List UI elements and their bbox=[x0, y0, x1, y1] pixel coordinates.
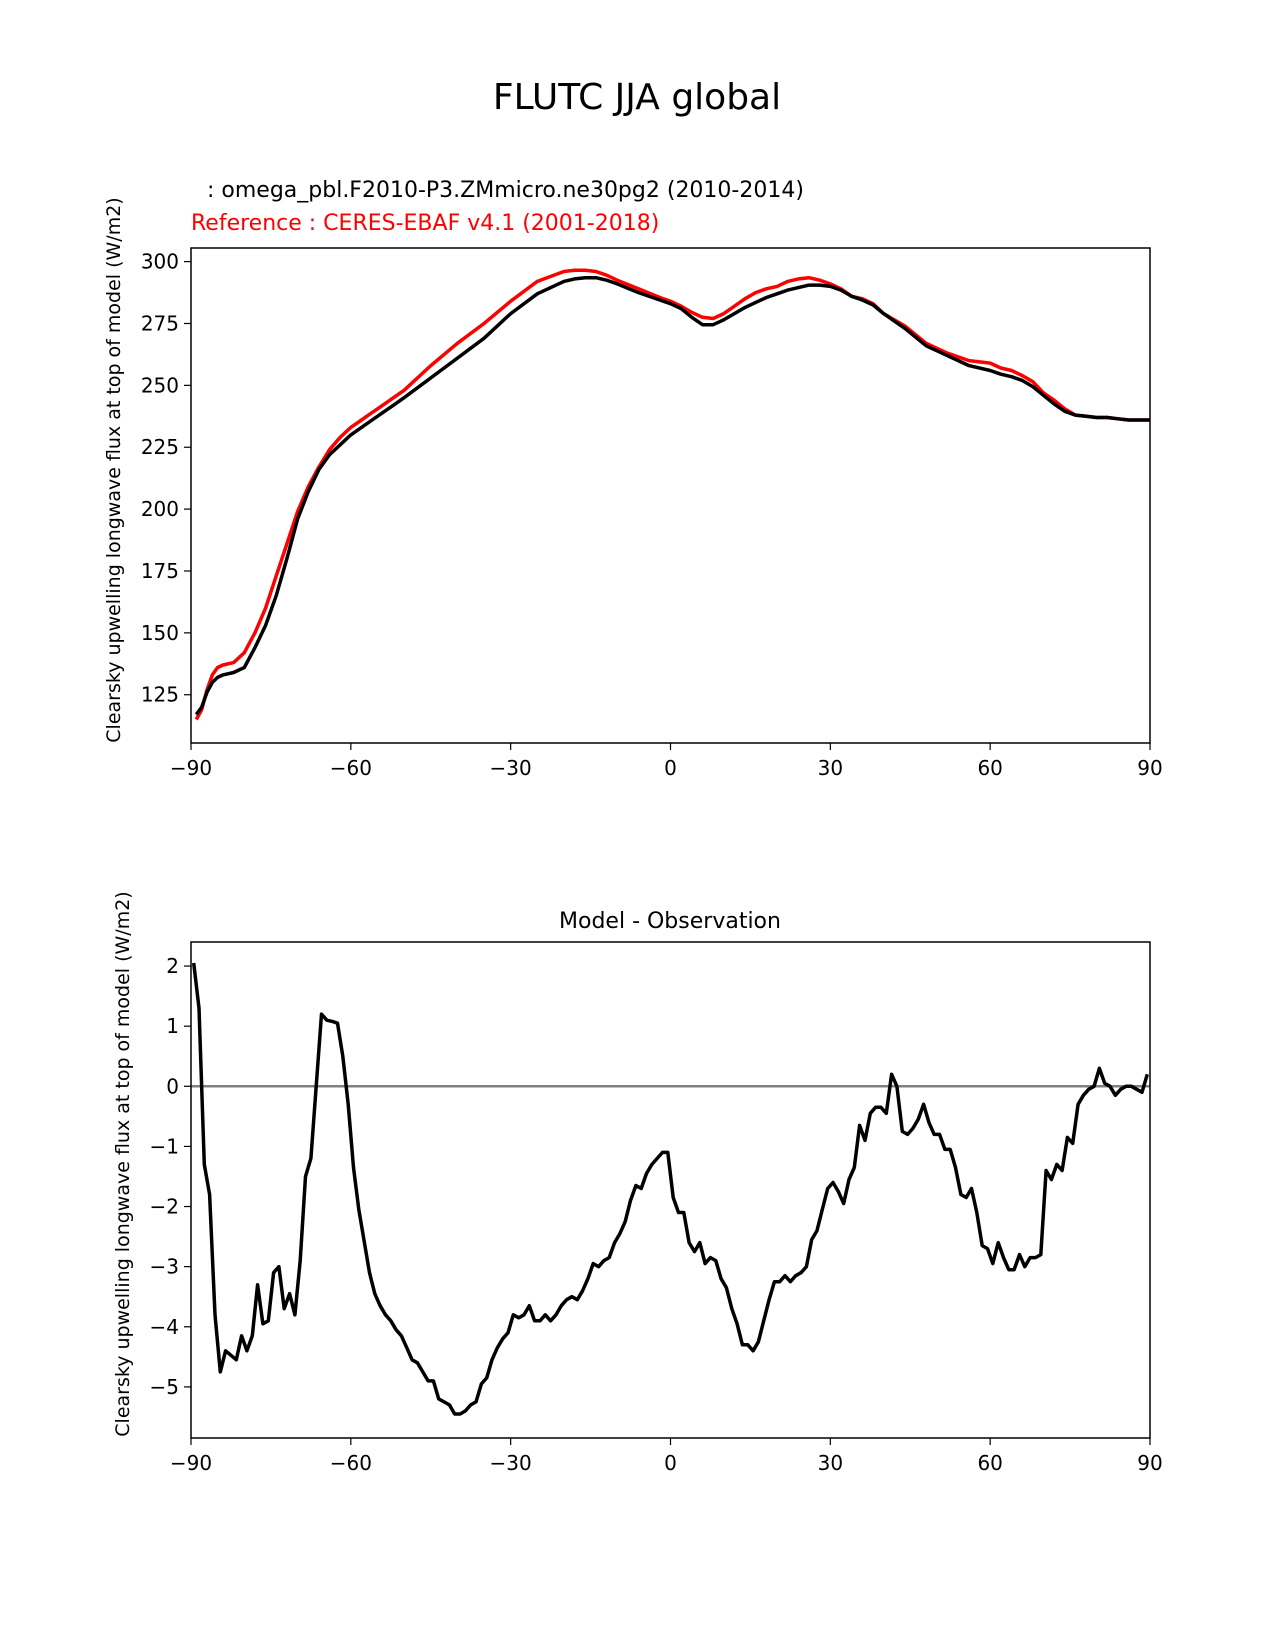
top-y-axis-label: Clearsky upwelling longwave flux at top … bbox=[103, 197, 125, 742]
top-x-tick-label: 30 bbox=[818, 756, 843, 780]
top-series-group bbox=[194, 268, 1150, 721]
top-y-tick-label: 150 bbox=[141, 621, 179, 645]
bottom-y-tick-label: 0 bbox=[166, 1074, 179, 1098]
bottom-title: Model - Observation bbox=[559, 909, 781, 934]
top-y-tick-label: 125 bbox=[141, 683, 179, 707]
top-y-tick-label: 200 bbox=[141, 497, 179, 521]
top-x-tick-label: −60 bbox=[330, 756, 372, 780]
top-plot-frame bbox=[190, 247, 1151, 744]
top-y-tick-label: 275 bbox=[141, 311, 179, 335]
top-x-tick-label: 60 bbox=[977, 756, 1002, 780]
bottom-plot-frame bbox=[190, 941, 1151, 1439]
bottom-y-tick-label: 1 bbox=[166, 1014, 179, 1038]
bottom-y-tick-label: −1 bbox=[150, 1134, 179, 1158]
top-series-reference-line bbox=[194, 268, 1150, 721]
bottom-x-tick-label: 90 bbox=[1137, 1451, 1162, 1475]
top-x-tick-label: −90 bbox=[170, 756, 212, 780]
bottom-x-tick-label: 30 bbox=[818, 1451, 843, 1475]
bottom-y-tick-label: −5 bbox=[150, 1375, 179, 1399]
bottom-x-tick-label: 0 bbox=[664, 1451, 677, 1475]
top-y-tick-label: 300 bbox=[141, 250, 179, 274]
reference-label: Reference : CERES-EBAF v4.1 (2001-2018) bbox=[191, 211, 659, 236]
top-x-tick-label: −30 bbox=[490, 756, 532, 780]
bottom-x-tick-label: 60 bbox=[977, 1451, 1002, 1475]
bottom-y-tick-label: −4 bbox=[150, 1315, 179, 1339]
bottom-x-tick-label: −60 bbox=[330, 1451, 372, 1475]
top-y-tick-label: 175 bbox=[141, 559, 179, 583]
top-panel: : omega_pbl.F2010-P3.ZMmicro.ne30pg2 (20… bbox=[103, 178, 1163, 780]
bottom-y-tick-label: −2 bbox=[150, 1195, 179, 1219]
bottom-series-difference-line bbox=[191, 962, 1149, 1416]
top-series-test-line bbox=[194, 275, 1150, 716]
bottom-x-tick-label: −90 bbox=[170, 1451, 212, 1475]
top-x-tick-label: 0 bbox=[664, 756, 677, 780]
test-label: : omega_pbl.F2010-P3.ZMmicro.ne30pg2 (20… bbox=[200, 178, 804, 203]
top-y-tick-label: 250 bbox=[141, 373, 179, 397]
top-axes: −90 −60 −30 0 30 60 90 125 150 175 200 225 250 275 300 bbox=[141, 250, 1163, 780]
top-y-tick-label: 225 bbox=[141, 435, 179, 459]
bottom-y-axis-label: Clearsky upwelling longwave flux at top … bbox=[112, 891, 134, 1436]
bottom-axes: −90 −60 −30 0 30 60 90 −5 −4 −3 −2 −1 0 1 2 bbox=[150, 954, 1163, 1475]
bottom-panel: Model - Observation Clearsky upwelling l… bbox=[112, 891, 1163, 1475]
bottom-y-tick-label: −3 bbox=[150, 1255, 179, 1279]
bottom-x-tick-label: −30 bbox=[490, 1451, 532, 1475]
bottom-series-group bbox=[191, 962, 1149, 1416]
figure-title: FLUTC JJA global bbox=[493, 77, 781, 118]
top-x-tick-label: 90 bbox=[1137, 756, 1162, 780]
bottom-y-tick-label: 2 bbox=[166, 954, 179, 978]
